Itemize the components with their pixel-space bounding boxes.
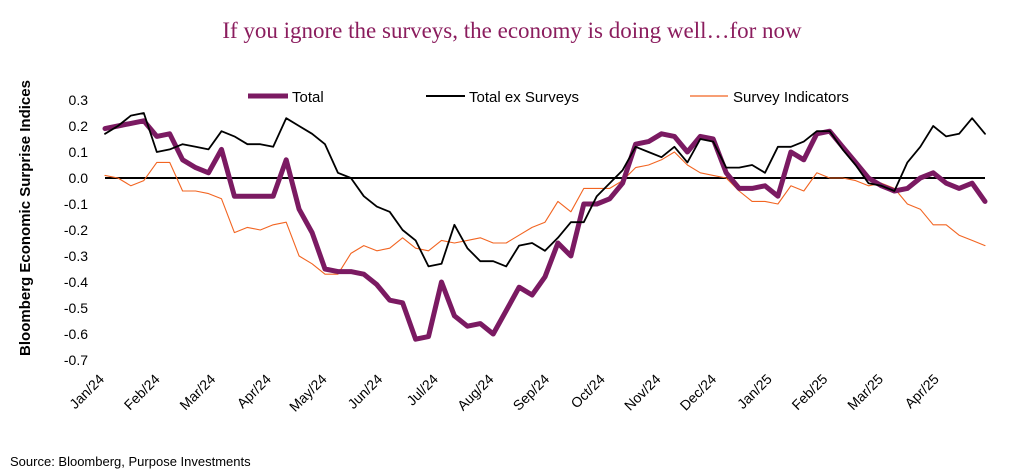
y-tick-label: 0.2	[69, 118, 89, 134]
y-tick-label: 0.3	[69, 92, 89, 108]
series-line-total-ex-surveys	[104, 112, 986, 268]
x-tick-label: Oct/24	[567, 371, 608, 412]
x-tick-label: Feb/25	[788, 371, 830, 413]
source-note: Source: Bloomberg, Purpose Investments	[10, 454, 251, 469]
legend: Total Total ex Surveys Survey Indicators	[248, 89, 849, 106]
x-tick-label: Jun/24	[344, 371, 385, 412]
legend-label-survey-indicators: Survey Indicators	[733, 89, 849, 106]
y-tick-label: -0.6	[64, 326, 88, 342]
series-lines	[102, 112, 988, 342]
x-tick-label: Apr/24	[234, 371, 275, 412]
x-tick-label: Jan/25	[734, 371, 775, 412]
x-tick-label: Aug/24	[454, 371, 497, 414]
x-tick-label: Feb/24	[121, 371, 163, 413]
y-tick-label: -0.2	[64, 222, 88, 238]
legend-label-total: Total	[292, 89, 324, 106]
legend-label-total-ex-surveys: Total ex Surveys	[469, 89, 579, 106]
y-tick-label: -0.3	[64, 248, 88, 264]
y-tick-label: -0.7	[64, 352, 88, 368]
y-axis-label: Bloomberg Economic Surprise Indices	[17, 80, 34, 356]
x-axis: Jan/24 Feb/24 Mar/24 Apr/24 May/24 Jun/24 Jul/…	[66, 371, 942, 415]
x-tick-label: Dec/24	[677, 371, 720, 414]
y-tick-label: -0.4	[64, 274, 88, 290]
y-tick-label: -0.1	[64, 196, 88, 212]
x-tick-label: Mar/24	[176, 371, 218, 413]
series-line-survey-indicators	[104, 151, 986, 275]
x-tick-label: Jan/24	[66, 371, 107, 412]
x-tick-label: Sep/24	[510, 371, 553, 414]
x-tick-label: Apr/25	[901, 371, 942, 412]
y-axis: 0.3 0.2 0.1 0.0 -0.1 -0.2 -0.3 -0.4 -0.5 -0.6 -0.7	[64, 92, 88, 368]
x-tick-label: May/24	[286, 371, 330, 415]
y-tick-label: -0.5	[64, 300, 88, 316]
x-tick-label: Mar/25	[844, 371, 886, 413]
chart-title: If you ignore the surveys, the economy i…	[222, 18, 802, 43]
y-tick-label: 0.0	[69, 170, 89, 186]
y-tick-label: 0.1	[69, 144, 89, 160]
x-tick-label: Nov/24	[621, 371, 664, 414]
x-tick-label: Jul/24	[403, 371, 441, 409]
series-line-total	[102, 118, 988, 342]
